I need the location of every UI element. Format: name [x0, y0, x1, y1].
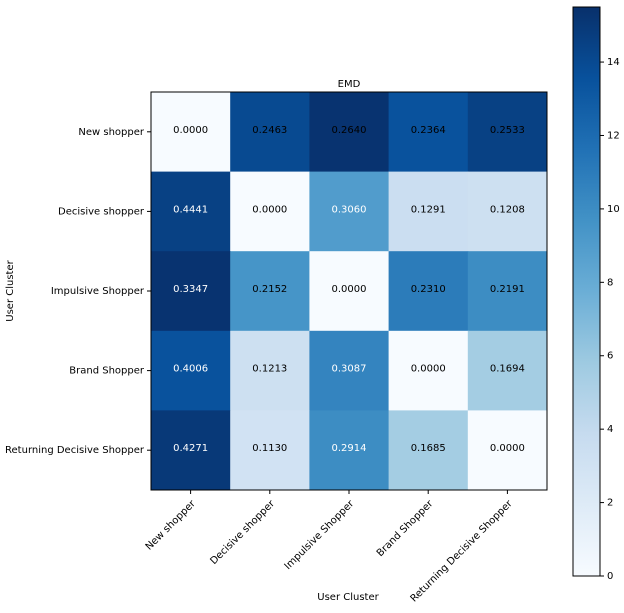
x-tick-label: Decisive shopper: [208, 498, 277, 567]
cell-annotation: 0.3347: [173, 284, 208, 295]
heatmap-cell: [151, 330, 231, 411]
cell-annotation: 0.3060: [332, 204, 367, 215]
y-tick-label: New shopper: [78, 127, 145, 138]
colorbar-tick-label: 4: [607, 424, 613, 435]
colorbar-tick-label: 14: [607, 57, 620, 68]
heatmap-cell: [309, 410, 390, 491]
heatmap-cell: [151, 251, 231, 332]
heatmap-cell: [467, 171, 548, 252]
cell-annotation: 0.2533: [490, 125, 525, 136]
colorbar-tick-label: 12: [607, 130, 620, 141]
heatmap-cell: [388, 410, 469, 491]
cell-annotation: 0.2914: [332, 443, 367, 454]
heatmap-cell: [230, 251, 310, 332]
cell-annotation: 0.1208: [490, 204, 525, 215]
heatmap-cell: [151, 92, 231, 173]
x-tick-label: Brand Shopper: [375, 498, 436, 559]
colorbar-tick-label: 2: [607, 498, 613, 509]
heatmap-cell: [151, 171, 231, 252]
cell-annotation: 0.4271: [173, 443, 208, 454]
heatmap-cell: [388, 330, 469, 411]
colorbar-tick-label: 8: [607, 277, 613, 288]
chart-title: EMD: [338, 79, 361, 90]
cell-annotation: 0.2463: [252, 125, 287, 136]
heatmap-cell: [467, 92, 548, 173]
heatmap-cell: [467, 330, 548, 411]
cell-annotation: 0.0000: [411, 364, 446, 375]
heatmap-cell: [309, 251, 390, 332]
cell-annotation: 0.0000: [252, 204, 287, 215]
cell-annotation: 0.3087: [332, 364, 367, 375]
y-tick-label: Brand Shopper: [69, 366, 145, 377]
colorbar: [572, 6, 601, 577]
cell-annotation: 0.0000: [332, 284, 367, 295]
cell-annotation: 0.1291: [411, 204, 446, 215]
heatmap-cell: [388, 171, 469, 252]
cell-annotation: 0.4006: [173, 364, 208, 375]
cell-annotation: 0.4441: [173, 204, 208, 215]
cell-annotation: 0.2310: [411, 284, 446, 295]
cell-annotation: 0.0000: [173, 125, 208, 136]
y-axis-label: User Cluster: [5, 259, 16, 321]
heatmap-cell: [309, 330, 390, 411]
heatmap-cell: [309, 171, 390, 252]
heatmap-cell: [467, 251, 548, 332]
cell-annotation: 0.2152: [252, 284, 287, 295]
y-tick-label: Impulsive Shopper: [51, 286, 145, 297]
cell-annotation: 0.2364: [411, 125, 446, 136]
x-tick-label: New shopper: [144, 498, 199, 553]
heatmap-cell: [230, 92, 310, 173]
heatmap-cell: [388, 251, 469, 332]
colorbar-tick-label: 0: [607, 571, 613, 582]
y-tick-label: Decisive shopper: [58, 206, 145, 217]
heatmap-cell: [230, 171, 310, 252]
cell-annotation: 0.2191: [490, 284, 525, 295]
heatmap-cell: [230, 330, 310, 411]
x-axis-label: User Cluster: [317, 592, 379, 603]
cell-annotation: 0.1694: [490, 364, 525, 375]
heatmap-cell: [151, 410, 231, 491]
colorbar-tick-label: 10: [607, 204, 620, 215]
heatmap-cell: [388, 92, 469, 173]
cell-annotation: 0.1685: [411, 443, 446, 454]
heatmap-cell: [309, 92, 390, 173]
cell-annotation: 0.1213: [252, 364, 287, 375]
heatmap-cell: [230, 410, 310, 491]
y-tick-label: Returning Decisive Shopper: [5, 445, 145, 456]
cell-annotation: 0.0000: [490, 443, 525, 454]
heatmap-cell: [467, 410, 548, 491]
x-tick-label: Impulsive Shopper: [283, 498, 357, 572]
cell-annotation: 0.2640: [332, 125, 367, 136]
cell-annotation: 0.1130: [252, 443, 287, 454]
colorbar-tick-label: 6: [607, 351, 613, 362]
